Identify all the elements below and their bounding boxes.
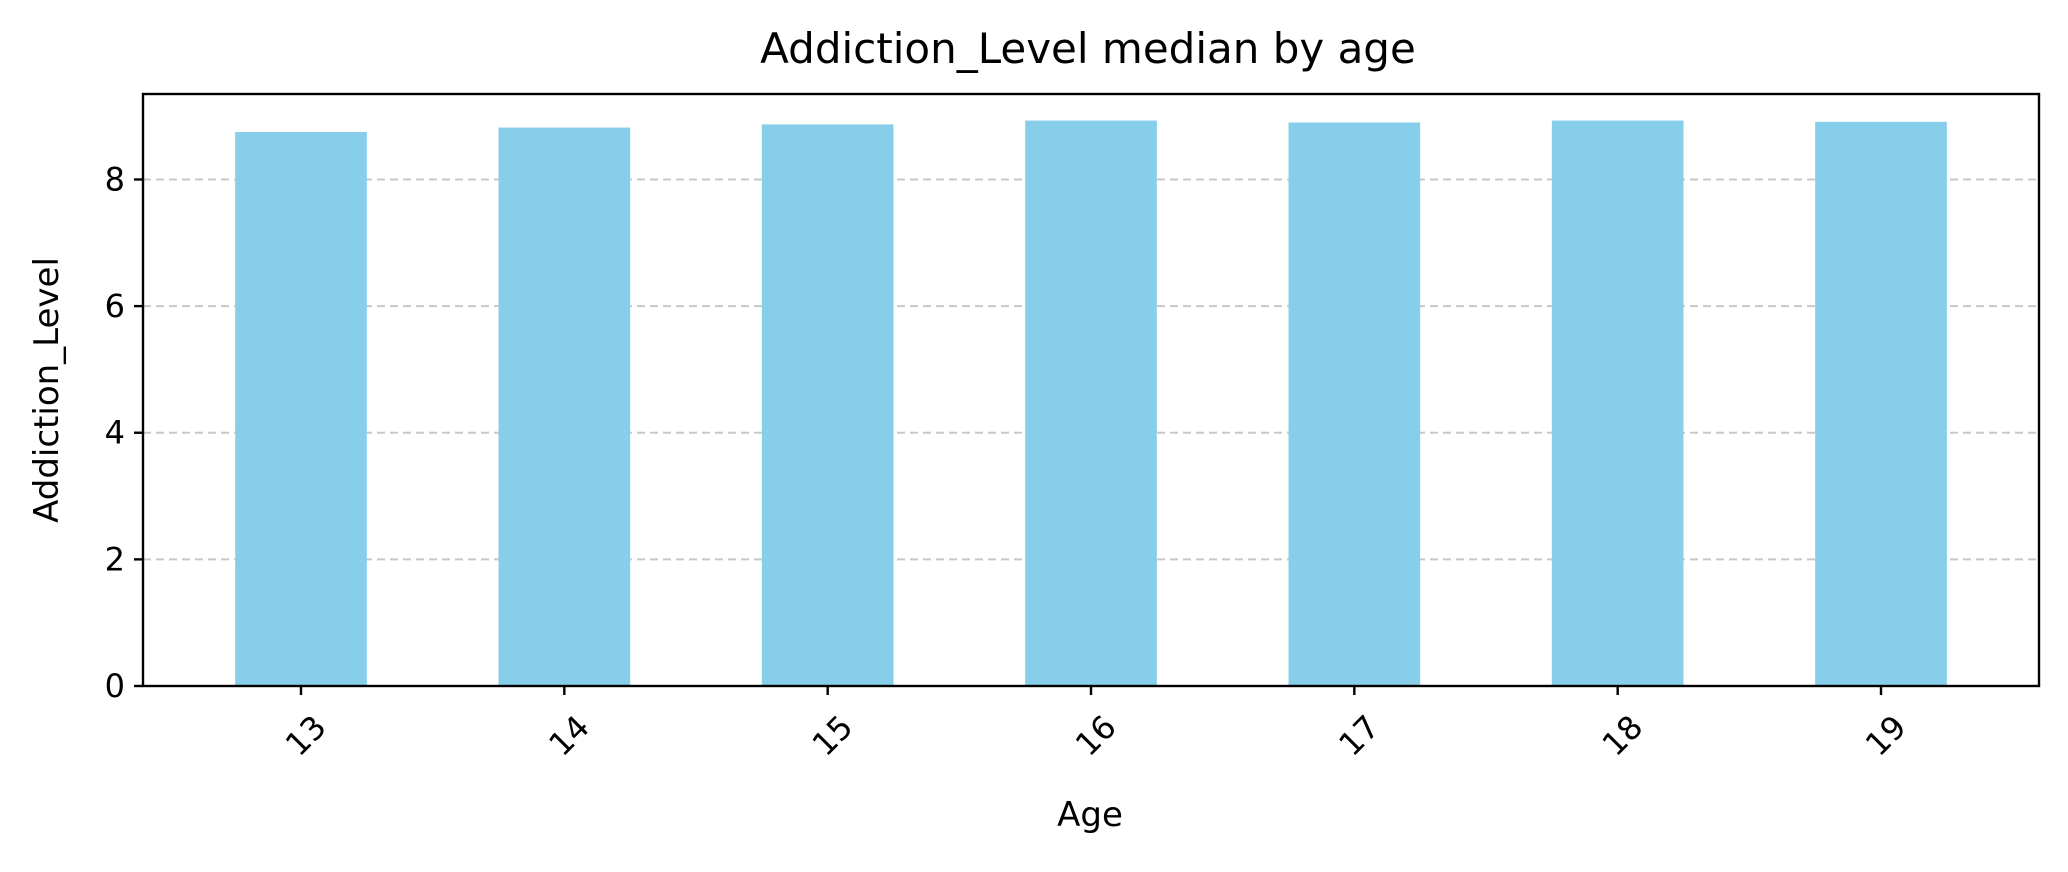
x-axis-ticks: 13 14 15 16 17 18 19 xyxy=(278,686,1914,763)
x-tick-label: 14 xyxy=(541,708,597,764)
x-tick-label: 17 xyxy=(1331,708,1387,764)
x-tick-label: 16 xyxy=(1068,708,1124,764)
x-tick-label: 15 xyxy=(805,708,861,764)
x-tick-label: 13 xyxy=(278,708,334,764)
bar-18 xyxy=(1551,120,1684,686)
bar-14 xyxy=(498,127,631,686)
bar-15 xyxy=(761,124,894,687)
bars xyxy=(235,120,1947,687)
bar-16 xyxy=(1025,120,1157,686)
x-tick-label: 18 xyxy=(1595,708,1651,764)
x-axis-label: Age xyxy=(1057,795,1123,835)
y-tick-label: 6 xyxy=(105,287,125,325)
y-tick-label: 8 xyxy=(105,160,125,198)
y-axis-ticks: 0 2 4 6 8 xyxy=(105,160,143,705)
y-tick-label: 2 xyxy=(105,540,125,578)
x-tick-label: 19 xyxy=(1858,708,1914,764)
bar-17 xyxy=(1288,122,1421,686)
y-axis-label: Addiction_Level xyxy=(27,257,67,523)
chart-title: Addiction_Level median by age xyxy=(760,24,1416,73)
bar-19 xyxy=(1815,121,1947,686)
y-tick-label: 4 xyxy=(105,414,125,452)
grid-lines xyxy=(143,178,2039,561)
bar-13 xyxy=(235,131,367,686)
y-tick-label: 0 xyxy=(105,667,125,705)
